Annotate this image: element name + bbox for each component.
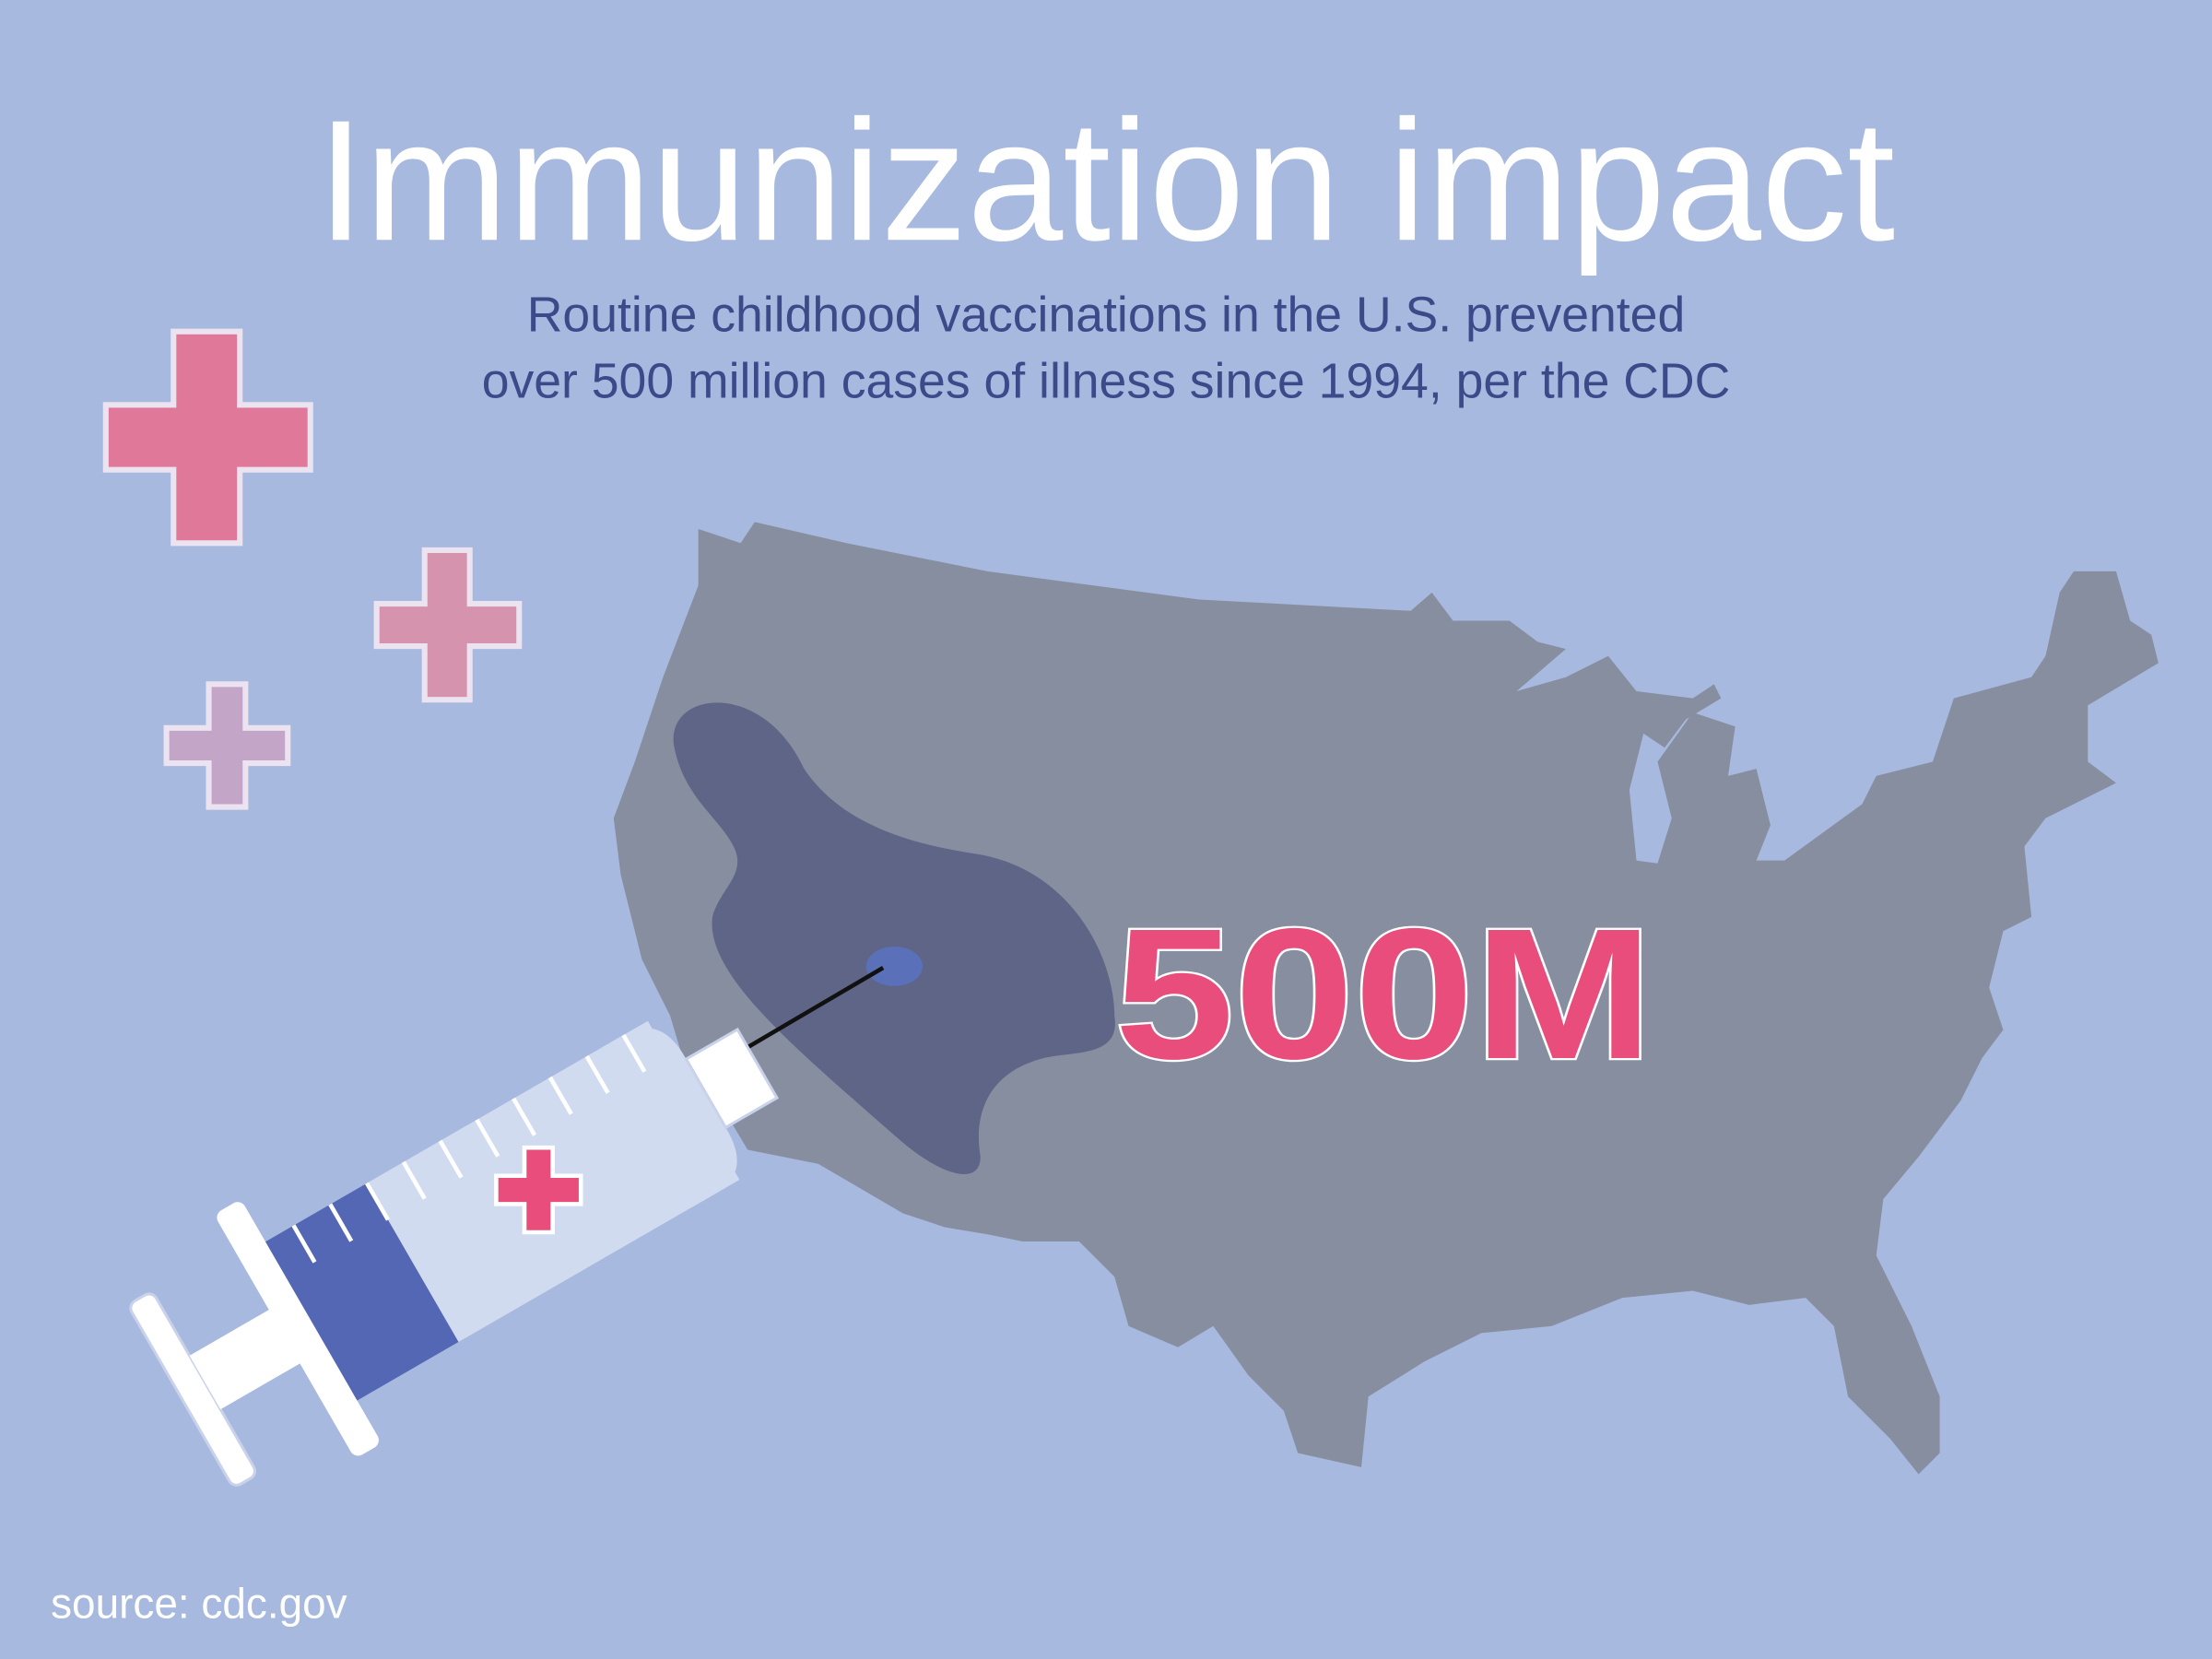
source: source: cdc.gov [51, 1580, 347, 1628]
highlight-number: 500M [1114, 889, 1653, 1098]
barrel-end [598, 1028, 737, 1208]
highlight-region [673, 702, 1115, 1174]
cross-icon [373, 547, 523, 703]
barrel-fluid [263, 1182, 459, 1403]
crosses [102, 328, 523, 810]
scale-marks [291, 1033, 647, 1264]
subtitle-line: Routine childhood vaccinations in the U.… [527, 288, 1686, 343]
syringe-cross [494, 1145, 583, 1235]
needle [728, 966, 885, 1060]
syringe [129, 1020, 780, 1487]
subtitle-line: over 500 million cases of illness since … [482, 355, 1731, 409]
us-map [613, 522, 2159, 1475]
barrel-flange [217, 1202, 379, 1456]
needle-hub [684, 1027, 780, 1130]
title: Immunization impact [317, 84, 1895, 276]
injection-point [865, 947, 924, 986]
cross-icon [102, 328, 313, 547]
cross-icon [163, 681, 291, 810]
